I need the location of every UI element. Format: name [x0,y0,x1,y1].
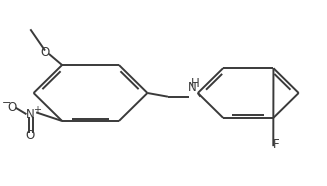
Text: O: O [40,46,50,59]
Text: F: F [273,138,279,151]
Text: H: H [191,77,199,90]
Text: N: N [188,81,197,94]
Text: −: − [2,98,11,108]
Text: O: O [8,101,17,114]
Text: +: + [33,105,42,115]
Text: N: N [26,108,35,121]
Text: O: O [26,129,35,142]
